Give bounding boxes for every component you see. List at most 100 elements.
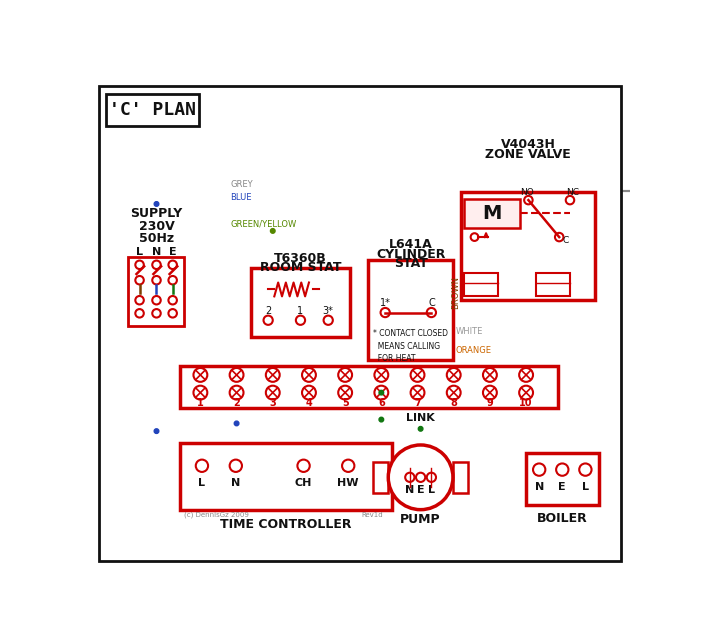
FancyBboxPatch shape: [107, 94, 199, 126]
Text: SUPPLY: SUPPLY: [131, 208, 183, 221]
Text: L: L: [199, 478, 206, 488]
Circle shape: [296, 315, 305, 325]
Text: STAT: STAT: [394, 257, 428, 270]
Circle shape: [168, 309, 177, 317]
Text: V4043H: V4043H: [501, 138, 555, 151]
Text: GREEN/YELLOW: GREEN/YELLOW: [230, 220, 297, 229]
Text: 2: 2: [265, 306, 271, 316]
Circle shape: [374, 386, 388, 399]
Text: CYLINDER: CYLINDER: [376, 247, 445, 260]
FancyBboxPatch shape: [128, 257, 184, 326]
Text: HW: HW: [338, 478, 359, 488]
FancyBboxPatch shape: [465, 199, 520, 228]
Circle shape: [168, 296, 177, 304]
Text: 2: 2: [233, 397, 240, 408]
Text: CH: CH: [295, 478, 312, 488]
Text: N: N: [231, 478, 240, 488]
Text: 9: 9: [486, 397, 494, 408]
Circle shape: [379, 417, 384, 422]
Circle shape: [379, 390, 384, 395]
Circle shape: [266, 368, 279, 382]
Text: 8: 8: [450, 397, 457, 408]
Text: ROOM STAT: ROOM STAT: [260, 261, 341, 274]
Circle shape: [405, 472, 414, 482]
Text: GREY: GREY: [230, 179, 253, 188]
Text: 1: 1: [197, 397, 204, 408]
Circle shape: [270, 229, 275, 233]
Circle shape: [135, 309, 144, 317]
Text: E: E: [417, 485, 425, 495]
Circle shape: [135, 260, 144, 269]
Text: 1: 1: [298, 306, 303, 316]
Text: (c) DennisGz 2009: (c) DennisGz 2009: [184, 512, 249, 518]
Circle shape: [230, 460, 242, 472]
Circle shape: [135, 276, 144, 285]
Circle shape: [427, 472, 436, 482]
Circle shape: [483, 386, 497, 399]
Text: NC: NC: [567, 188, 580, 197]
Circle shape: [380, 308, 390, 317]
Circle shape: [152, 276, 161, 285]
Circle shape: [374, 368, 388, 382]
Circle shape: [338, 368, 352, 382]
Circle shape: [152, 260, 161, 269]
FancyBboxPatch shape: [526, 453, 600, 505]
Text: 3: 3: [270, 397, 276, 408]
Circle shape: [298, 460, 310, 472]
Text: 5: 5: [342, 397, 348, 408]
Text: TIME CONTROLLER: TIME CONTROLLER: [220, 518, 352, 531]
Text: 6: 6: [378, 397, 385, 408]
Circle shape: [194, 368, 207, 382]
Text: E: E: [559, 481, 566, 492]
Circle shape: [411, 386, 425, 399]
FancyBboxPatch shape: [536, 273, 570, 296]
Text: Rev1d: Rev1d: [362, 512, 383, 517]
Circle shape: [524, 196, 533, 204]
Text: ZONE VALVE: ZONE VALVE: [485, 148, 571, 161]
Circle shape: [418, 426, 423, 431]
Circle shape: [168, 276, 177, 285]
Text: LINK: LINK: [406, 413, 435, 423]
Text: T6360B: T6360B: [274, 252, 327, 265]
Text: PUMP: PUMP: [400, 513, 441, 526]
Circle shape: [194, 386, 207, 399]
Text: N: N: [405, 485, 414, 495]
Circle shape: [135, 296, 144, 304]
Text: * CONTACT CLOSED
  MEANS CALLING
  FOR HEAT: * CONTACT CLOSED MEANS CALLING FOR HEAT: [373, 329, 448, 363]
Text: M: M: [482, 204, 502, 222]
Circle shape: [168, 260, 177, 269]
Circle shape: [566, 196, 574, 204]
FancyBboxPatch shape: [99, 86, 621, 562]
Text: C: C: [428, 298, 435, 308]
Text: L: L: [136, 247, 143, 256]
Circle shape: [302, 386, 316, 399]
Text: WHITE: WHITE: [456, 326, 483, 335]
Circle shape: [324, 315, 333, 325]
Circle shape: [154, 202, 159, 206]
Text: N: N: [534, 481, 544, 492]
FancyBboxPatch shape: [180, 443, 392, 510]
Circle shape: [266, 386, 279, 399]
Circle shape: [446, 368, 461, 382]
Circle shape: [411, 368, 425, 382]
FancyBboxPatch shape: [180, 365, 557, 408]
Text: L: L: [582, 481, 589, 492]
Circle shape: [427, 308, 436, 317]
Circle shape: [579, 463, 592, 476]
Text: NO: NO: [520, 188, 534, 197]
Text: 1*: 1*: [380, 298, 390, 308]
FancyBboxPatch shape: [369, 260, 453, 360]
Circle shape: [338, 386, 352, 399]
Circle shape: [416, 472, 425, 482]
Circle shape: [234, 421, 239, 426]
Circle shape: [154, 429, 159, 433]
Circle shape: [342, 460, 355, 472]
Circle shape: [533, 463, 545, 476]
FancyBboxPatch shape: [373, 462, 388, 493]
Circle shape: [519, 368, 533, 382]
Text: E: E: [169, 247, 176, 256]
Circle shape: [152, 309, 161, 317]
Circle shape: [388, 445, 453, 510]
Circle shape: [555, 233, 564, 241]
Text: L641A: L641A: [389, 238, 432, 251]
